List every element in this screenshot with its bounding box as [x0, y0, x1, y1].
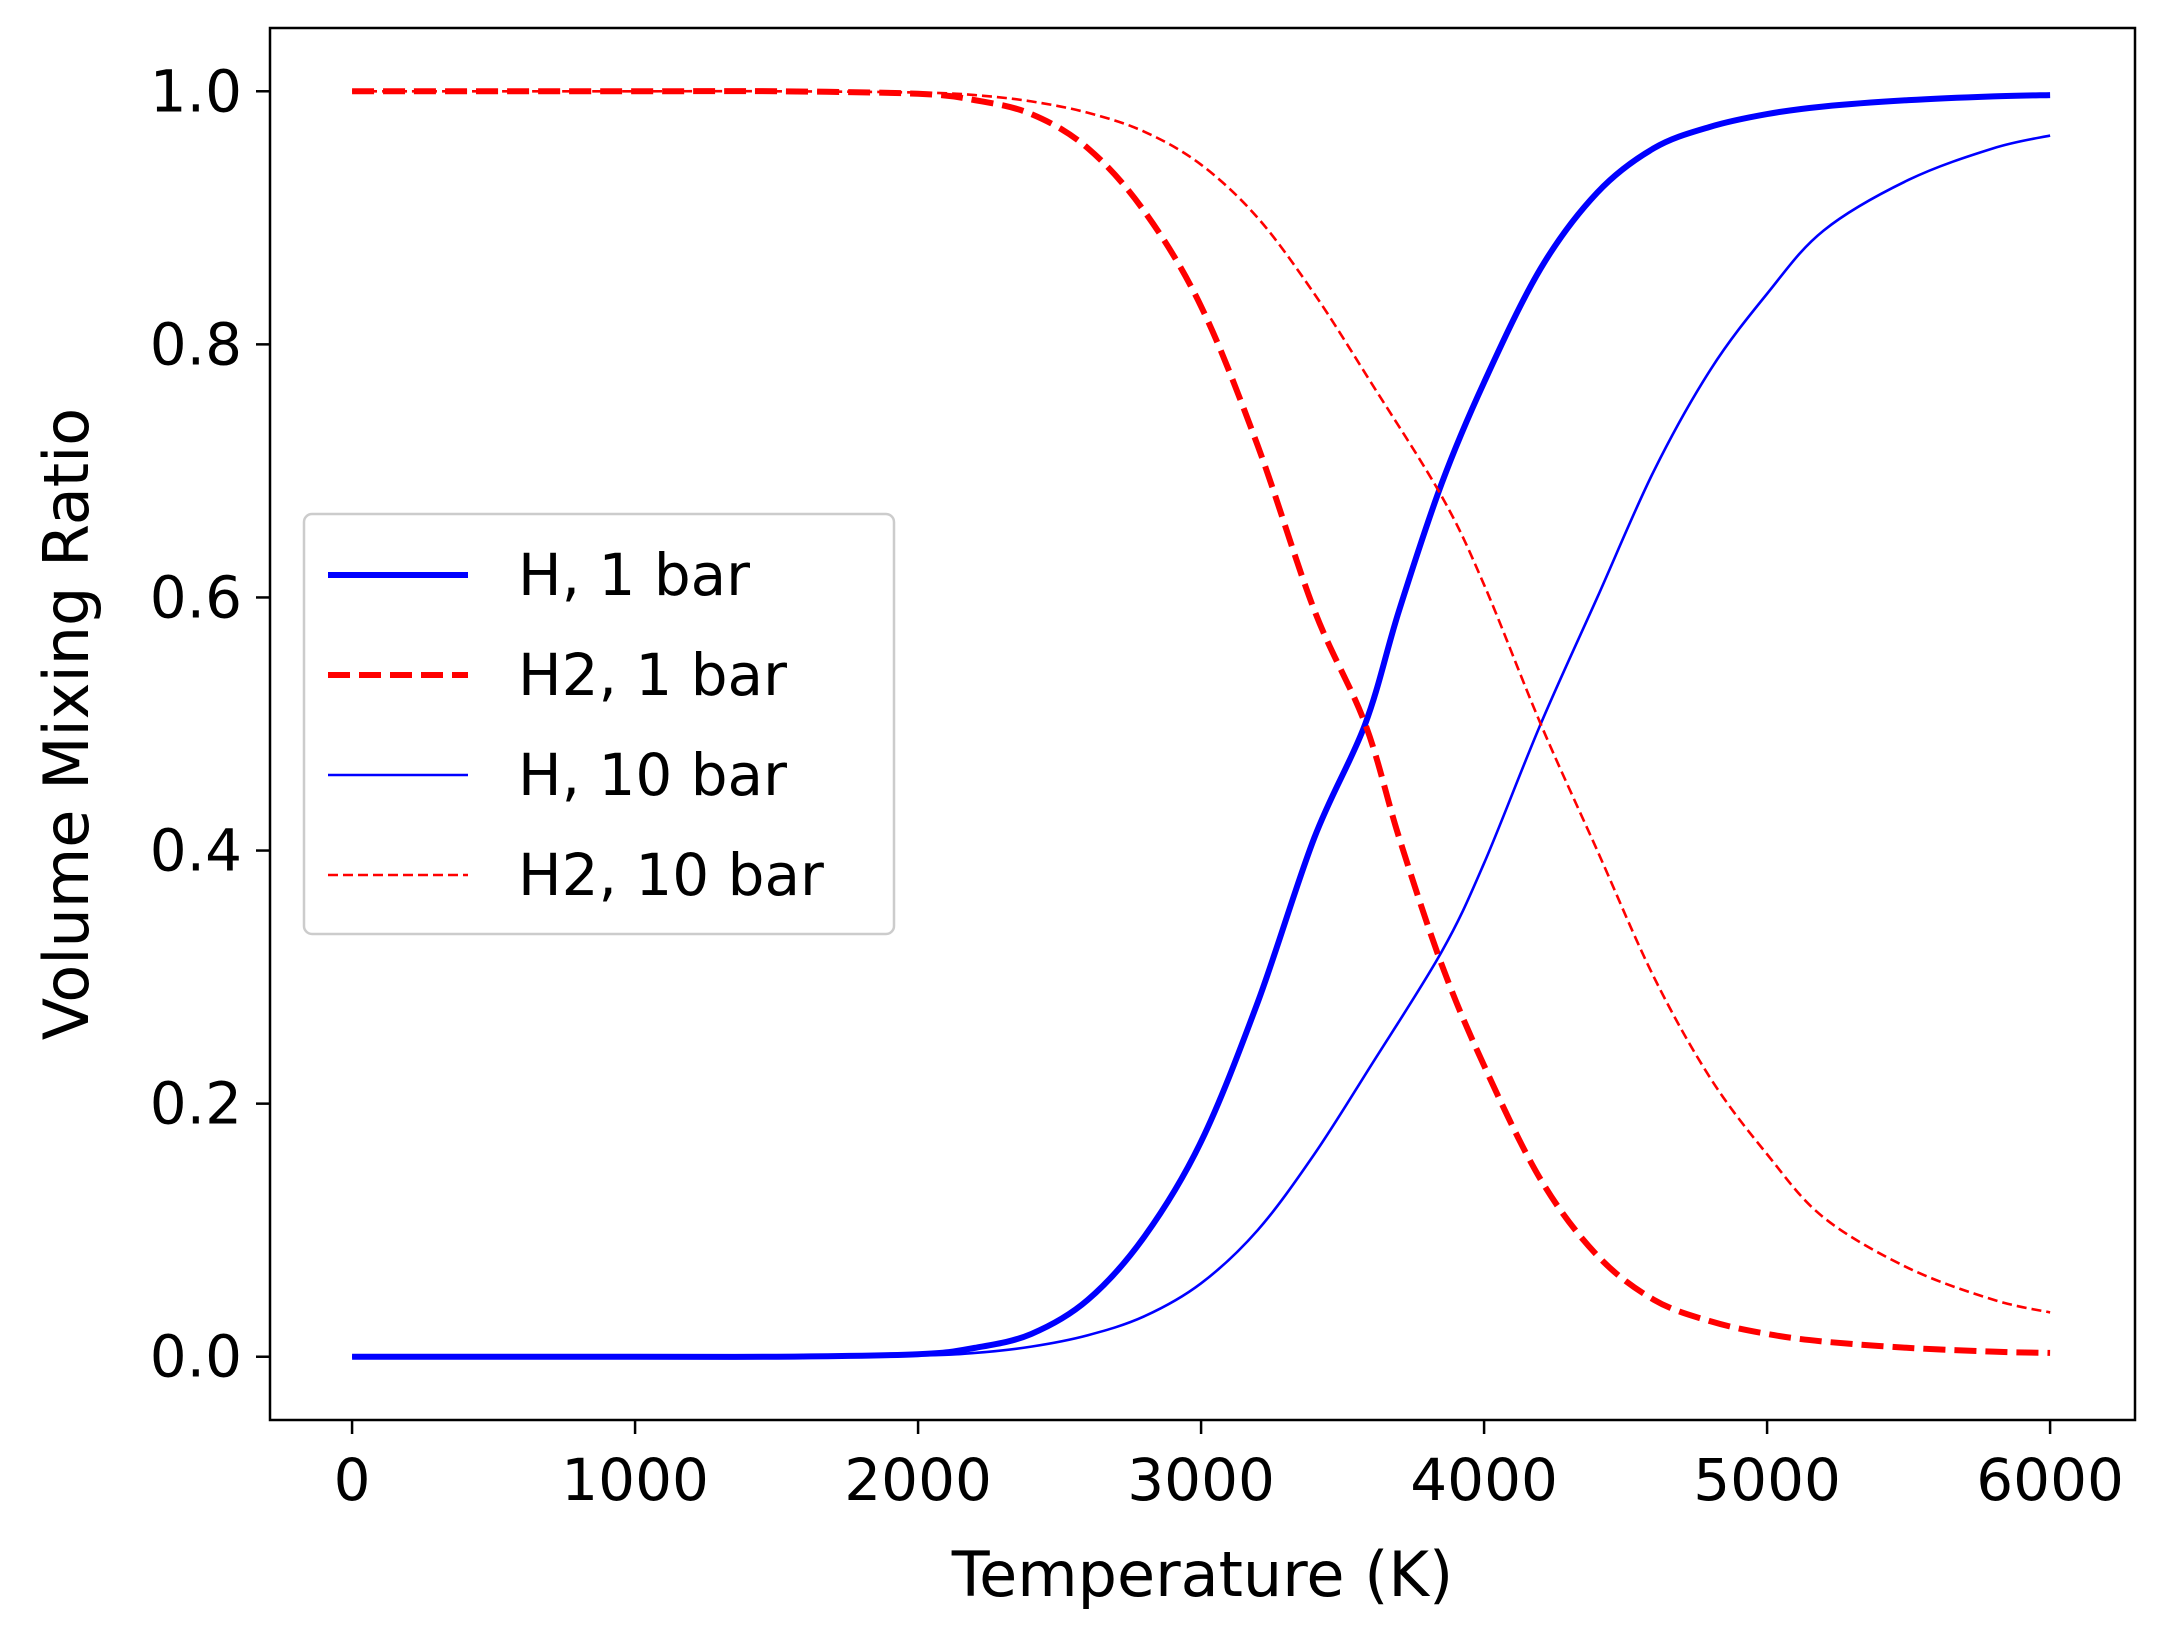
- legend-label-2: H2, 1 bar: [518, 641, 787, 709]
- y-axis: 0.0 0.2 0.4 0.6 0.8 1.0: [150, 57, 270, 1391]
- y-tick-label: 0.2: [150, 1070, 242, 1138]
- legend-label-3: H, 10 bar: [518, 741, 787, 809]
- x-tick-label: 2000: [844, 1446, 992, 1514]
- x-tick-label: 6000: [1976, 1446, 2124, 1514]
- x-tick-label: 0: [334, 1446, 371, 1514]
- plot-frame: [268, 26, 2137, 1422]
- x-tick-label: 4000: [1410, 1446, 1558, 1514]
- x-axis: 0 1000 2000 3000 4000 5000 6000: [334, 1420, 2124, 1514]
- series-line-3: [352, 134, 2051, 1359]
- legend-label-1: H, 1 bar: [518, 541, 750, 609]
- x-tick-label: 3000: [1127, 1446, 1275, 1514]
- series-line-4: [352, 89, 2051, 1314]
- legend-label-4: H2, 10 bar: [518, 841, 824, 909]
- y-tick-label: 0.0: [150, 1323, 242, 1391]
- series-line-2: [352, 88, 2051, 1356]
- series-line-1: [352, 92, 2051, 1360]
- legend-box: [302, 512, 896, 936]
- x-axis-label: Temperature (K): [951, 1538, 1453, 1611]
- y-tick-label: 0.4: [150, 817, 242, 885]
- x-tick-label: 5000: [1693, 1446, 1841, 1514]
- y-tick-label: 0.8: [150, 310, 242, 378]
- plot-lines: [352, 88, 2051, 1360]
- y-axis-label: Volume Mixing Ratio: [30, 408, 103, 1040]
- y-tick-label: 0.6: [150, 563, 242, 631]
- x-tick-label: 1000: [561, 1446, 709, 1514]
- legend: H, 1 bar H2, 1 bar H, 10 bar H2, 10 bar: [302, 512, 896, 936]
- y-tick-label: 1.0: [150, 57, 242, 125]
